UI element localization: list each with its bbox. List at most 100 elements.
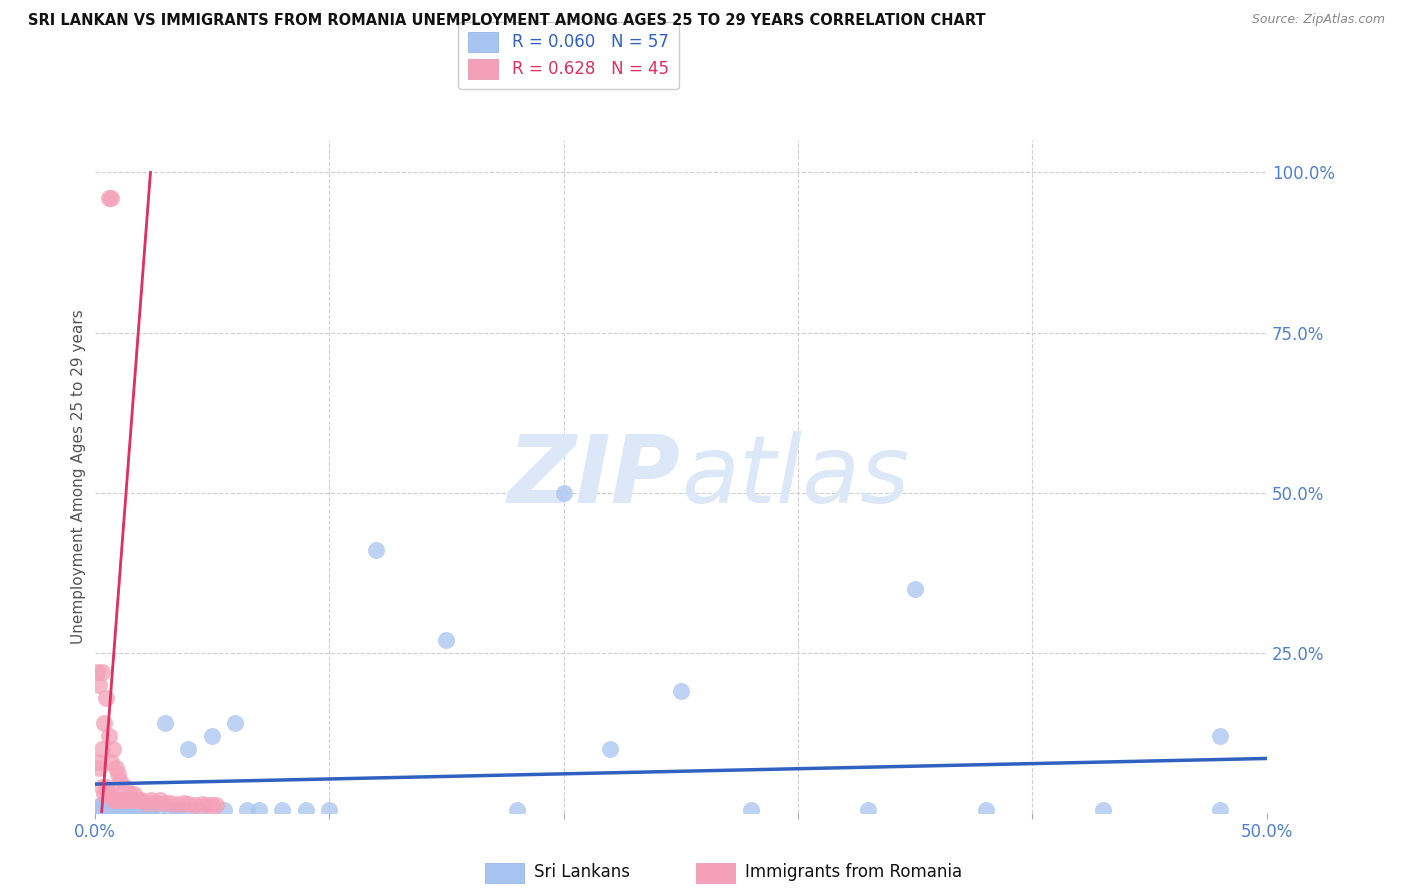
Point: [1209, 803, 1232, 817]
Point: [111, 793, 134, 807]
Point: [103, 742, 125, 756]
Point: [103, 803, 125, 817]
Point: [247, 803, 270, 817]
Point: [904, 582, 927, 596]
Point: [224, 716, 246, 731]
Point: [153, 797, 176, 811]
Text: Source: ZipAtlas.com: Source: ZipAtlas.com: [1251, 13, 1385, 27]
Point: [86, 755, 108, 769]
Point: [201, 797, 224, 812]
Point: [177, 797, 200, 811]
Point: [96, 690, 118, 705]
Point: [100, 755, 122, 769]
Point: [86, 803, 108, 817]
Point: [188, 803, 211, 817]
Point: [135, 797, 157, 811]
Point: [139, 793, 162, 807]
Text: Sri Lankans: Sri Lankans: [534, 863, 630, 881]
Point: [271, 803, 294, 817]
Point: [139, 803, 162, 817]
Point: [90, 803, 112, 817]
Point: [159, 797, 181, 811]
Text: atlas: atlas: [681, 431, 910, 522]
Point: [97, 787, 120, 801]
Point: [100, 803, 122, 817]
Point: [124, 787, 146, 801]
Point: [107, 803, 129, 817]
Point: [93, 803, 115, 817]
Point: [858, 803, 880, 817]
Point: [90, 665, 112, 679]
Point: [318, 803, 340, 817]
Point: [669, 684, 692, 698]
Point: [90, 780, 112, 795]
Point: [104, 803, 127, 817]
Point: [107, 793, 129, 807]
Text: SRI LANKAN VS IMMIGRANTS FROM ROMANIA UNEMPLOYMENT AMONG AGES 25 TO 29 YEARS COR: SRI LANKAN VS IMMIGRANTS FROM ROMANIA UN…: [28, 13, 986, 29]
Point: [111, 799, 134, 814]
Point: [118, 787, 141, 801]
Point: [103, 799, 125, 814]
Point: [124, 799, 146, 814]
Point: [191, 797, 214, 811]
Point: [195, 797, 218, 812]
Point: [184, 797, 207, 812]
Point: [364, 543, 387, 558]
Point: [153, 716, 176, 731]
Point: [146, 803, 169, 817]
Point: [110, 773, 132, 788]
Point: [117, 803, 139, 817]
Point: [86, 665, 108, 679]
Point: [125, 793, 148, 807]
Point: [117, 793, 139, 807]
Point: [173, 803, 195, 817]
Point: [118, 799, 141, 814]
Point: [90, 742, 112, 756]
Point: [166, 803, 188, 817]
Point: [149, 793, 172, 807]
Point: [97, 191, 120, 205]
Point: [96, 803, 118, 817]
Point: [212, 803, 235, 817]
Point: [97, 799, 120, 814]
Point: [89, 799, 111, 814]
Point: [131, 803, 153, 817]
Point: [100, 787, 122, 801]
Point: [553, 485, 575, 500]
Point: [93, 716, 115, 731]
Point: [135, 799, 157, 814]
Point: [104, 793, 127, 807]
Point: [142, 799, 165, 814]
Point: [89, 678, 111, 692]
Point: [434, 632, 457, 647]
Point: [104, 761, 127, 775]
Point: [505, 803, 527, 817]
Point: [1209, 729, 1232, 743]
Point: [97, 729, 120, 743]
Point: [121, 803, 143, 817]
Point: [114, 780, 136, 795]
Point: [103, 793, 125, 807]
Point: [236, 803, 259, 817]
Point: [205, 797, 228, 812]
Point: [125, 803, 148, 817]
Point: [740, 803, 762, 817]
Point: [100, 191, 122, 205]
Point: [89, 803, 111, 817]
Text: Immigrants from Romania: Immigrants from Romania: [745, 863, 962, 881]
Point: [96, 799, 118, 814]
Point: [96, 780, 118, 795]
Point: [93, 787, 115, 801]
Point: [90, 799, 112, 814]
Point: [131, 793, 153, 807]
Point: [294, 803, 316, 817]
Text: ZIP: ZIP: [508, 431, 681, 523]
Legend: R = 0.060   N = 57, R = 0.628   N = 45: R = 0.060 N = 57, R = 0.628 N = 45: [458, 21, 679, 89]
Point: [97, 803, 120, 817]
Point: [107, 799, 129, 814]
Y-axis label: Unemployment Among Ages 25 to 29 years: Unemployment Among Ages 25 to 29 years: [72, 310, 86, 644]
Point: [159, 803, 181, 817]
Point: [89, 761, 111, 775]
Point: [121, 793, 143, 807]
Point: [599, 742, 621, 756]
